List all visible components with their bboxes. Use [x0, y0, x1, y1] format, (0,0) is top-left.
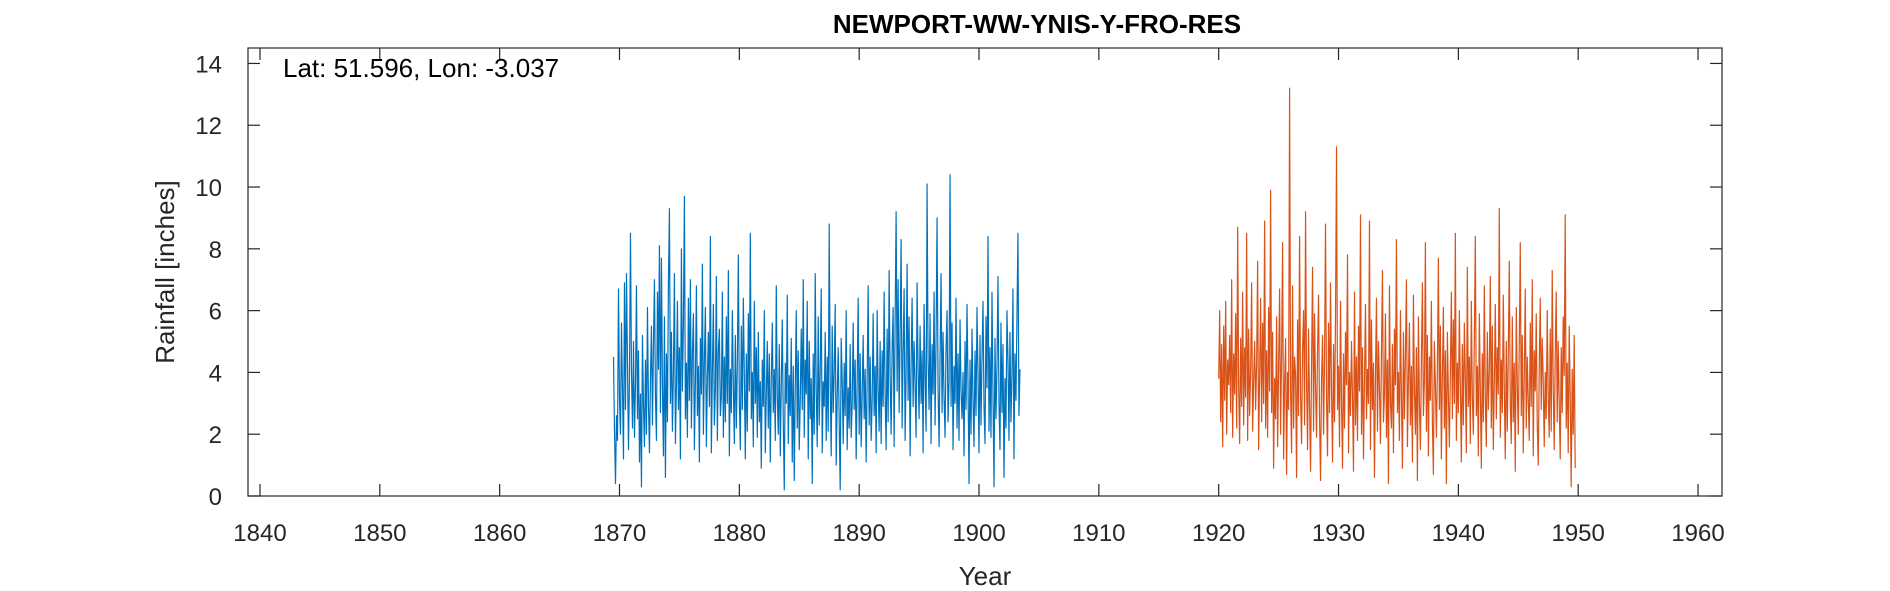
y-tick-label-6: 6: [209, 299, 222, 326]
y-tick-label-12: 12: [195, 113, 222, 140]
x-tick-label-1880: 1880: [713, 520, 766, 547]
y-tick-label-10: 10: [195, 175, 222, 202]
series-line-2: [1218, 87, 1576, 488]
x-tick-label-1900: 1900: [952, 520, 1005, 547]
axes-layer: 1840 1850 1860 1870 1880 1890 1900 1910 1920 1930…: [195, 48, 1725, 547]
x-tick-label-1940: 1940: [1432, 520, 1485, 547]
x-axis-label: Year: [959, 561, 1012, 591]
y-axis-label: Rainfall [inches]: [150, 180, 180, 364]
x-tick-label-1960: 1960: [1671, 520, 1724, 547]
location-annotation: Lat: 51.596, Lon: -3.037: [283, 53, 559, 83]
x-tick-label-1920: 1920: [1192, 520, 1245, 547]
chart-title: NEWPORT-WW-YNIS-Y-FRO-RES: [833, 9, 1241, 39]
y-tick-label-0: 0: [209, 484, 222, 511]
x-tick-label-1850: 1850: [353, 520, 406, 547]
y-tick-label-14: 14: [195, 51, 222, 78]
x-tick-label-1950: 1950: [1551, 520, 1604, 547]
x-tick-label-1840: 1840: [233, 520, 286, 547]
y-tick-label-2: 2: [209, 422, 222, 449]
series-layer: [612, 87, 1576, 491]
y-tick-label-8: 8: [209, 237, 222, 264]
y-tick-label-4: 4: [209, 360, 222, 387]
x-tick-label-1910: 1910: [1072, 520, 1125, 547]
x-tick-label-1870: 1870: [593, 520, 646, 547]
series-line-1: [612, 174, 1021, 491]
x-tick-label-1930: 1930: [1312, 520, 1365, 547]
x-tick-label-1890: 1890: [832, 520, 885, 547]
x-tick-label-1860: 1860: [473, 520, 526, 547]
